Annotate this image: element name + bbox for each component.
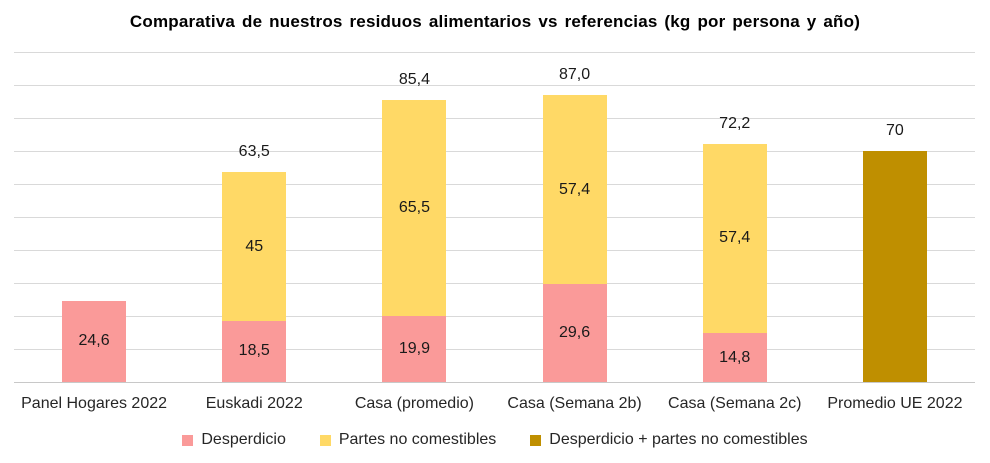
x-axis-label: Euskadi 2022 xyxy=(205,395,303,412)
gridline xyxy=(14,52,975,53)
gridline xyxy=(14,349,975,350)
legend-item-partes-no-comestibles: Partes no comestibles xyxy=(319,431,497,449)
legend: Desperdicio Partes no comestibles Desperdi… xyxy=(0,429,990,451)
bar-total-label: 85,4 xyxy=(398,71,430,89)
bar-segment-partes-no-comestibles: 65,5 xyxy=(382,100,447,317)
x-axis-label: Promedio UE 2022 xyxy=(827,395,963,412)
legend-label: Desperdicio + partes no comestibles xyxy=(549,431,808,448)
bar-total-label: 72,2 xyxy=(719,114,751,132)
bar-segment-desperdicio: 19,9 xyxy=(382,316,447,382)
bar-total-label: 70 xyxy=(886,122,904,139)
bar-segment-desperdicio-partes-no-comestibles xyxy=(862,151,927,382)
bar-value-label: 18,5 xyxy=(238,342,270,360)
gridline xyxy=(14,118,975,119)
x-axis-label: Casa (promedio) xyxy=(354,395,474,412)
bar-value-label: 45 xyxy=(245,237,264,255)
gridline xyxy=(14,250,975,251)
legend-label: Partes no comestibles xyxy=(338,431,497,448)
legend-swatch-icon xyxy=(530,434,542,446)
bar-segment-partes-no-comestibles: 57,4 xyxy=(702,143,767,334)
gridline xyxy=(14,151,975,152)
bar-segment-desperdicio: 29,6 xyxy=(542,284,607,382)
gridline xyxy=(14,184,975,185)
bar-segment-partes-no-comestibles: 57,4 xyxy=(542,94,607,285)
bar-value-label: 24,6 xyxy=(78,332,110,350)
gridline xyxy=(14,85,975,86)
gridline xyxy=(14,283,975,284)
bar-value-label: 19,9 xyxy=(398,340,430,358)
chart-title: Comparativa de nuestros residuos aliment… xyxy=(129,12,861,31)
x-axis-line xyxy=(14,382,975,383)
x-axis-labels: Panel Hogares 2022 Euskadi 2022 Casa (prom… xyxy=(14,394,975,416)
gridline xyxy=(14,217,975,218)
bar-value-label: 57,4 xyxy=(559,180,591,198)
plot-area: 24,6 18,5 45 63,5 19,9 65,5 85,4 29,6 57,4 87,0 14… xyxy=(14,52,975,383)
bar-segment-desperdicio: 18,5 xyxy=(222,320,287,382)
x-axis-label: Casa (Semana 2c) xyxy=(668,395,802,412)
bar-segment-desperdicio: 24,6 xyxy=(62,300,127,382)
legend-item-desperdicio-partes-no-comestibles: Desperdicio + partes no comestibles xyxy=(530,431,808,449)
bar-total-label: 87,0 xyxy=(559,65,591,83)
bar-value-label: 57,4 xyxy=(719,229,751,247)
legend-label: Desperdicio xyxy=(201,431,286,448)
bar-total-label: 63,5 xyxy=(238,143,270,161)
bar-value-label: 65,5 xyxy=(398,199,430,217)
bar-segment-desperdicio: 14,8 xyxy=(702,333,767,382)
bar-segment-partes-no-comestibles: 45 xyxy=(222,172,287,321)
legend-item-desperdicio: Desperdicio xyxy=(182,431,286,449)
x-axis-label: Casa (Semana 2b) xyxy=(507,395,642,412)
legend-swatch-icon xyxy=(319,434,331,446)
bar-value-label: 14,8 xyxy=(719,348,751,366)
bar-value-label: 29,6 xyxy=(559,324,591,342)
x-axis-label: Panel Hogares 2022 xyxy=(21,395,168,412)
legend-swatch-icon xyxy=(182,434,194,446)
gridline xyxy=(14,316,975,317)
